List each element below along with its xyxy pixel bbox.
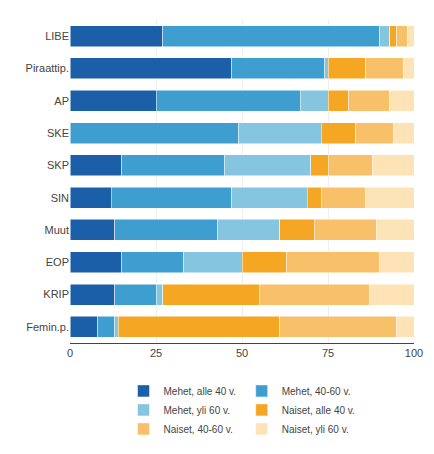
- svg-text:SKE: SKE: [47, 127, 69, 139]
- svg-text:Naiset, yli 60 v.: Naiset, yli 60 v.: [282, 424, 349, 435]
- svg-text:LIBE: LIBE: [45, 30, 69, 42]
- svg-text:Mehet, yli 60 v.: Mehet, yli 60 v.: [164, 405, 231, 416]
- svg-text:Mehet, alle 40 v.: Mehet, alle 40 v.: [164, 386, 237, 397]
- svg-text:Muut: Muut: [45, 224, 69, 236]
- svg-text:25: 25: [150, 347, 162, 359]
- svg-text:Naiset, 40-60 v.: Naiset, 40-60 v.: [164, 424, 233, 435]
- svg-text:SKP: SKP: [47, 159, 69, 171]
- svg-text:SIN: SIN: [51, 192, 69, 204]
- svg-text:75: 75: [322, 347, 334, 359]
- svg-text:AP: AP: [54, 95, 69, 107]
- svg-text:EOP: EOP: [46, 256, 69, 268]
- svg-text:Mehet, 40-60 v.: Mehet, 40-60 v.: [282, 386, 351, 397]
- svg-text:50: 50: [236, 347, 248, 359]
- svg-text:Naiset, alle 40 v.: Naiset, alle 40 v.: [282, 405, 355, 416]
- svg-text:Piraattip.: Piraattip.: [26, 62, 69, 74]
- svg-text:Femin.p.: Femin.p.: [26, 321, 69, 333]
- svg-text:100: 100: [405, 347, 423, 359]
- svg-text:0: 0: [67, 347, 73, 359]
- svg-text:KRIP: KRIP: [43, 288, 69, 300]
